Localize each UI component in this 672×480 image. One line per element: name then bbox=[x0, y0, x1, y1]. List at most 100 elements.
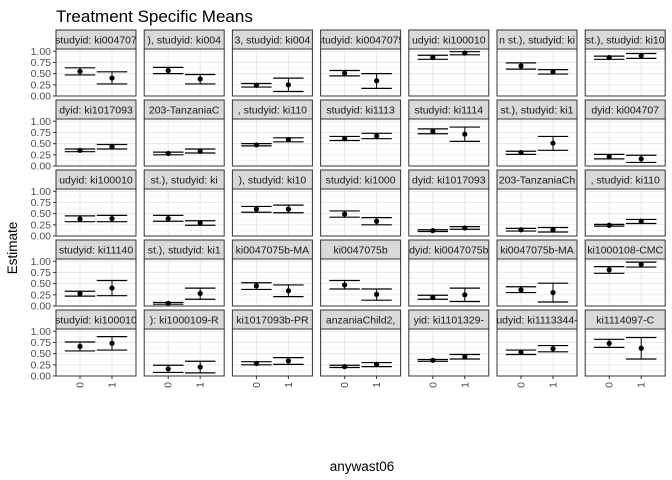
estimate-point bbox=[253, 142, 259, 148]
y-tick-label: 0.25 bbox=[31, 219, 52, 231]
panel-border bbox=[231, 328, 313, 377]
estimate-point bbox=[430, 228, 436, 234]
facet-panel: st.), studyid: ki1 bbox=[496, 99, 578, 167]
facet-strip-label: anzaniaChild2, bbox=[326, 315, 395, 327]
facet-panel: ki1000108-CMC bbox=[584, 239, 666, 307]
estimate-point bbox=[518, 349, 524, 355]
x-tick-label: 1 bbox=[371, 382, 383, 388]
panel-background bbox=[232, 49, 313, 96]
facet-strip-label: st.), studyid: ki bbox=[151, 175, 218, 187]
estimate-point bbox=[550, 289, 556, 296]
y-axis-title: Estimate bbox=[5, 222, 20, 275]
estimate-point bbox=[550, 69, 556, 75]
facet-panel: st.), studyid: ki10 bbox=[584, 29, 666, 97]
y-tick-label: 0.50 bbox=[31, 278, 52, 290]
estimate-point bbox=[77, 147, 83, 153]
panel-border bbox=[55, 188, 137, 237]
chart-title: Treatment Specific Means bbox=[56, 7, 253, 26]
facet-panel: dyid: ki004707 bbox=[584, 99, 666, 167]
panel-border bbox=[320, 118, 402, 167]
y-tick-label: 0.00 bbox=[31, 161, 52, 173]
estimate-point bbox=[638, 53, 644, 59]
panel-background bbox=[144, 329, 225, 376]
panel-border bbox=[320, 258, 402, 307]
facet-strip-label: st.), studyid: ki1 bbox=[501, 105, 574, 117]
estimate-point bbox=[518, 227, 524, 233]
facet-strip-label: studyid: ki1000 bbox=[326, 175, 396, 187]
facet-panel: st.), studyid: ki1 bbox=[143, 239, 225, 307]
facet-panel: ki0047075b bbox=[320, 239, 402, 307]
estimate-point bbox=[518, 63, 524, 69]
estimate-point bbox=[77, 68, 83, 74]
panel-border bbox=[584, 48, 666, 97]
panel-border bbox=[584, 258, 666, 307]
x-tick-label: 0 bbox=[75, 382, 87, 388]
estimate-point bbox=[77, 290, 83, 297]
facet-strip-label: ki1000108-CMC bbox=[587, 245, 663, 257]
estimate-point bbox=[165, 150, 171, 157]
facet-strip-label: dyid: ki1017093 bbox=[59, 105, 133, 117]
estimate-point bbox=[253, 206, 259, 212]
facet-panel: dyid: ki0047075b bbox=[408, 239, 490, 307]
y-tick-label: 0.50 bbox=[31, 68, 52, 80]
estimate-point bbox=[285, 82, 291, 88]
estimate-point bbox=[374, 78, 380, 84]
facet-strip-label: studyid: ki0047075 bbox=[317, 35, 405, 47]
facet-strip-label: studyid: ki1114 bbox=[415, 105, 484, 117]
x-tick-label: 1 bbox=[195, 382, 207, 388]
facet-strip-label: dyid: ki0047075b bbox=[409, 245, 489, 257]
estimate-point bbox=[197, 290, 203, 297]
y-tick-label: 0.50 bbox=[31, 348, 52, 360]
estimate-point bbox=[165, 300, 171, 306]
panel-background bbox=[144, 49, 225, 96]
facet-strip-label: studyid: ki004707 bbox=[55, 35, 137, 47]
estimate-point bbox=[430, 294, 436, 301]
panel-background bbox=[232, 119, 313, 166]
x-tick-label: 1 bbox=[548, 382, 560, 388]
y-tick-label: 0.75 bbox=[31, 127, 52, 139]
y-tick-label: 0.25 bbox=[31, 149, 52, 161]
facet-strip-label: ki1114097-C bbox=[596, 315, 654, 327]
y-tick-label: 1.00 bbox=[31, 186, 52, 198]
x-axis-title: anywast06 bbox=[330, 459, 395, 474]
y-tick-label: 0.00 bbox=[31, 301, 52, 313]
estimate-point bbox=[342, 364, 348, 370]
estimate-point bbox=[165, 215, 171, 222]
facet-panel: ki0047075b-MA bbox=[496, 239, 578, 307]
facet-strip-label: 203-TanzaniaCh bbox=[499, 175, 576, 187]
facet-strip-label: studyid: ki1113 bbox=[326, 105, 395, 117]
estimate-point bbox=[253, 360, 259, 367]
facet-panel: studyid: ki1000 bbox=[320, 169, 402, 237]
panel-border bbox=[496, 188, 578, 237]
y-tick-label: 1.00 bbox=[31, 326, 52, 338]
panel-border bbox=[408, 48, 490, 97]
estimate-point bbox=[518, 287, 524, 293]
panel-background bbox=[497, 119, 577, 166]
y-tick-label: 0.75 bbox=[31, 197, 52, 209]
panel-background bbox=[56, 189, 136, 236]
panel-border bbox=[496, 118, 578, 167]
y-tick-label: 1.00 bbox=[31, 116, 52, 128]
panel-border bbox=[143, 258, 225, 307]
panel-border bbox=[320, 188, 402, 237]
panel-border bbox=[143, 188, 225, 237]
estimate-point bbox=[77, 216, 83, 222]
facet-panel: 3, studyid: ki004 bbox=[231, 29, 313, 97]
facet-strip-label: ): ki1000109-R bbox=[150, 315, 219, 327]
x-tick-label: 0 bbox=[516, 382, 528, 388]
facet-panel: udyid: ki100010 bbox=[408, 29, 490, 97]
estimate-point bbox=[109, 340, 115, 346]
facet-panel: ki1114097-C 0 1 bbox=[584, 309, 666, 388]
panel-border bbox=[584, 118, 666, 167]
panel-border bbox=[408, 188, 490, 237]
facet-strip-label: ki0047075b bbox=[333, 245, 387, 257]
estimate-point bbox=[430, 54, 436, 61]
facet-strip-label: udyid: ki100010 bbox=[412, 35, 486, 47]
panel-background bbox=[408, 119, 489, 166]
estimate-point bbox=[285, 288, 291, 294]
estimate-point bbox=[285, 206, 291, 212]
estimate-point bbox=[462, 225, 468, 231]
panel-border bbox=[231, 48, 313, 97]
estimate-point bbox=[342, 136, 348, 142]
estimate-point bbox=[374, 218, 380, 224]
